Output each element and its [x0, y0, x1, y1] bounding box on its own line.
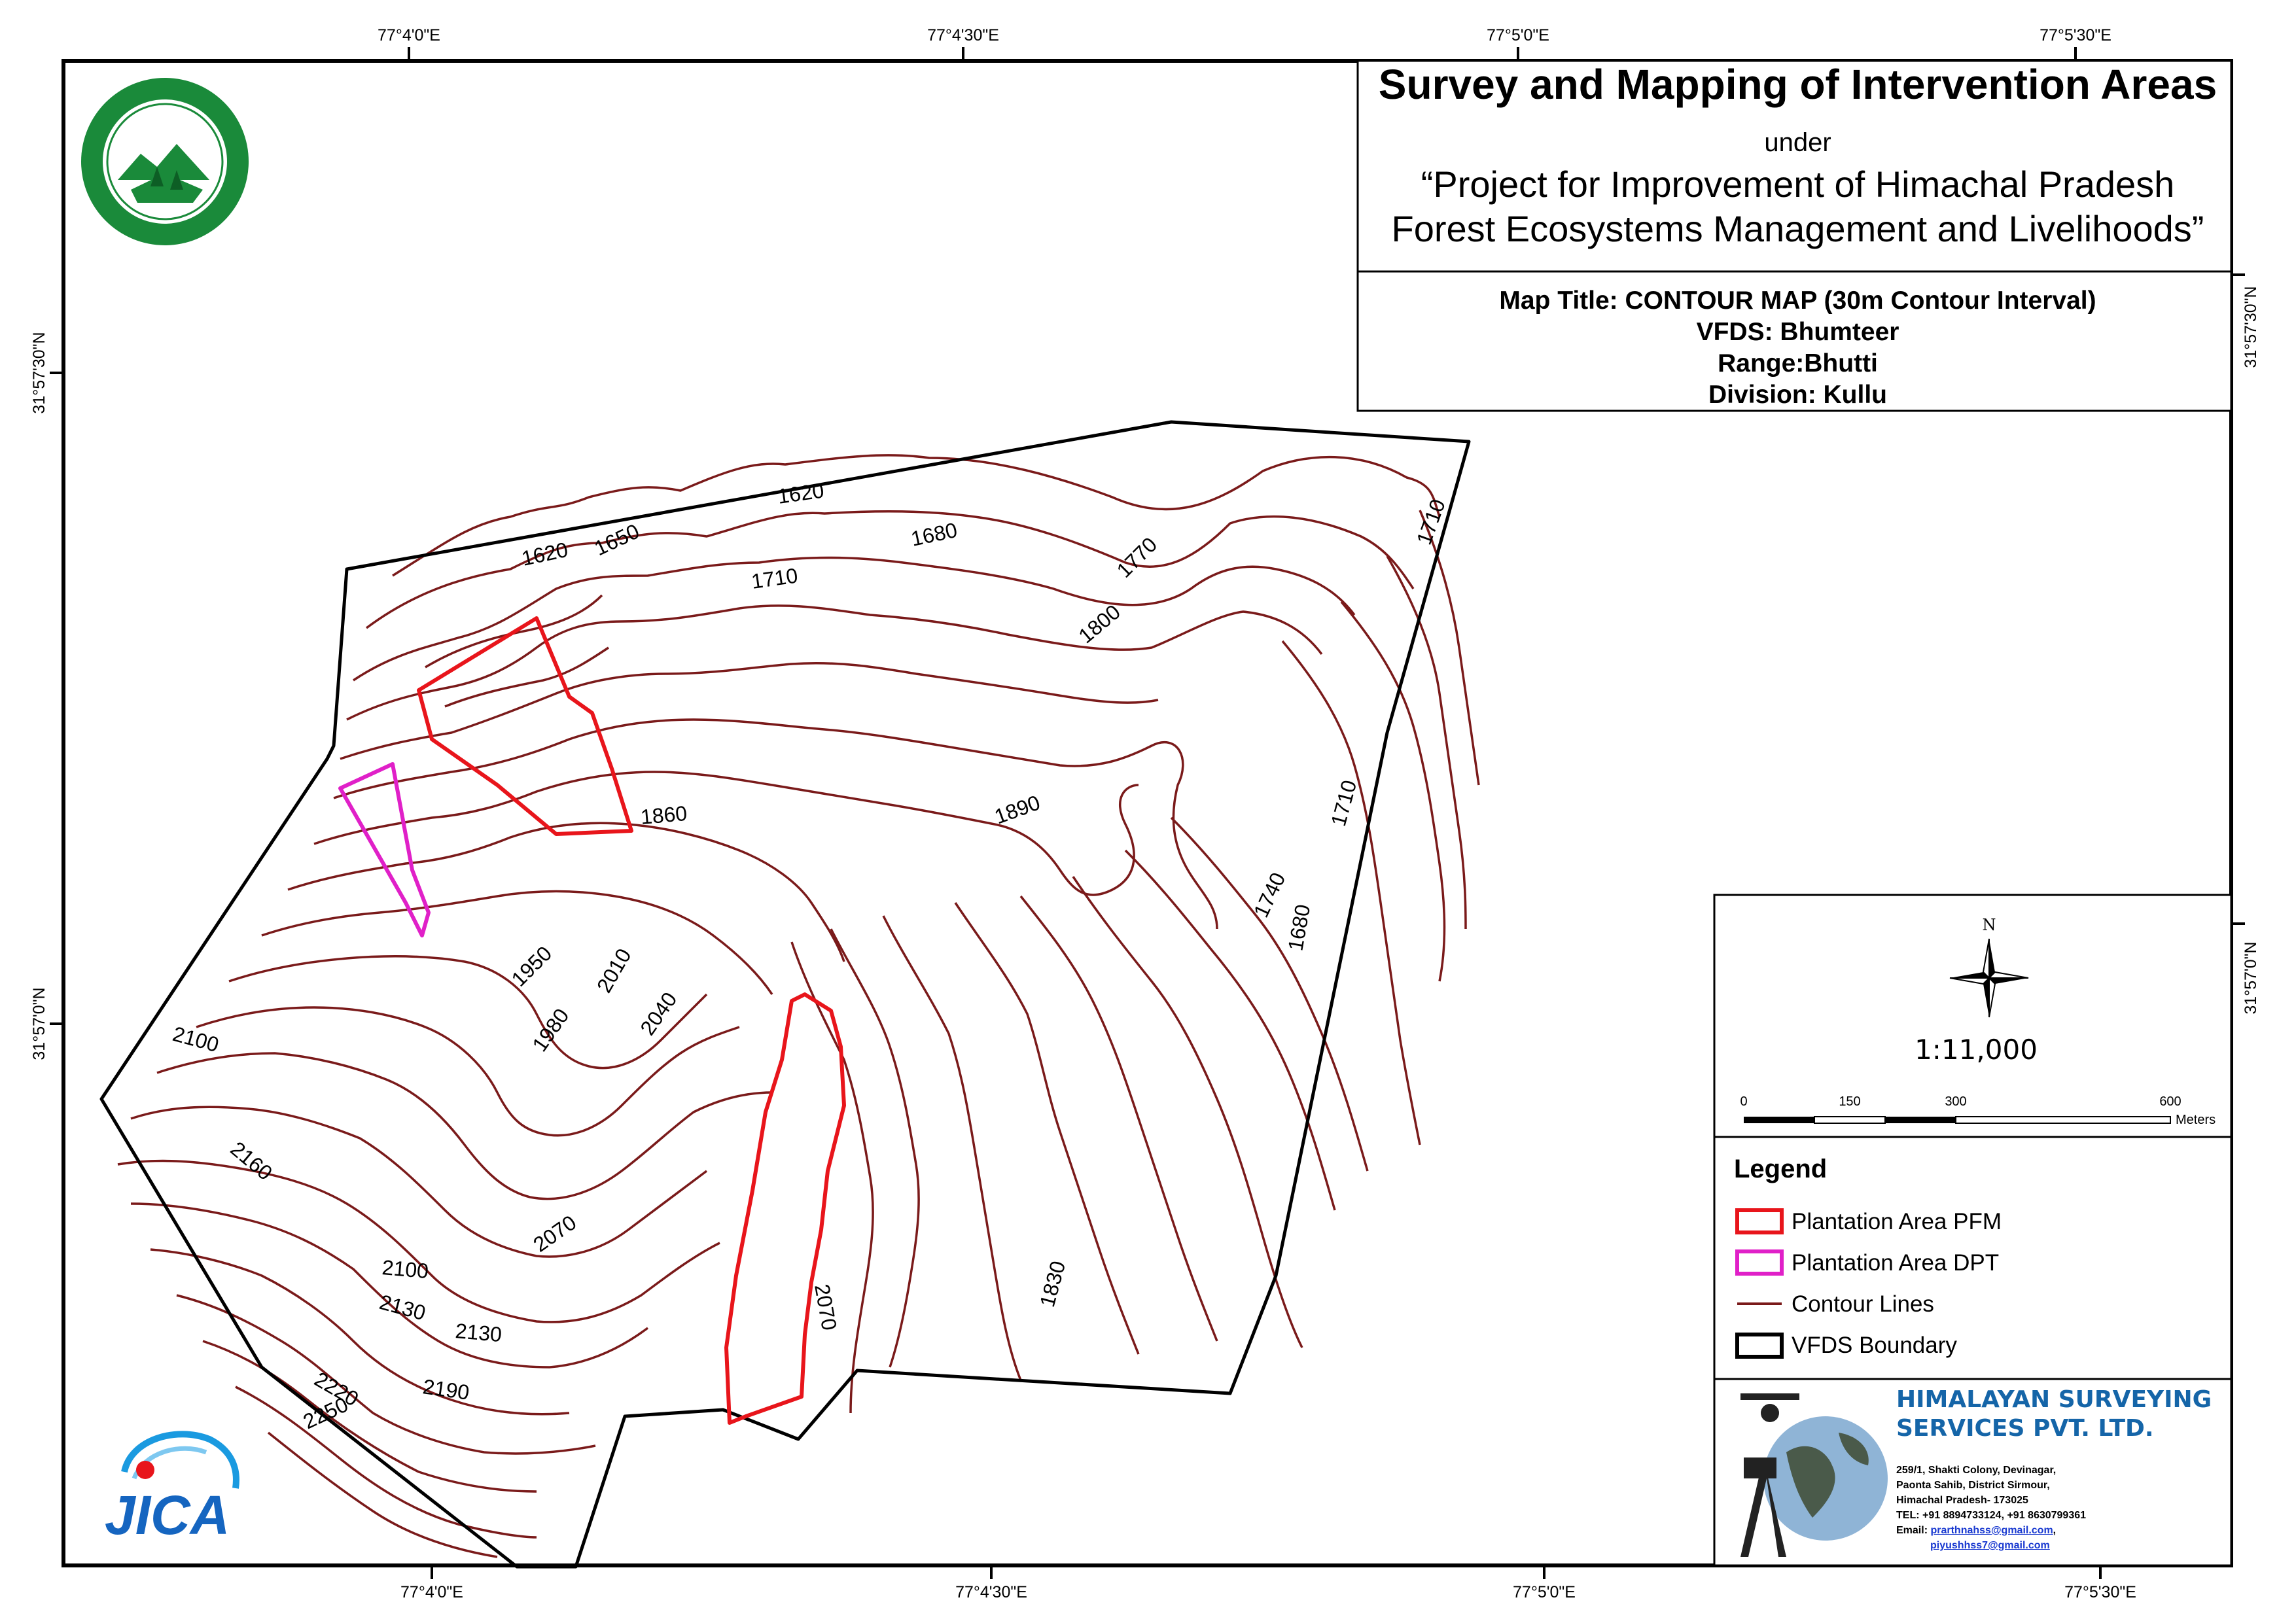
company-tel: TEL: +91 8894733124, +91 8630799361: [1896, 1510, 2087, 1521]
project-line-2: Forest Ecosystems Management and Livelih…: [1391, 208, 2204, 249]
plantation-pfm-south: [724, 992, 846, 1425]
scale-tick-300: 300: [1945, 1094, 1966, 1109]
legend-label-contour: Contour Lines: [1792, 1291, 1934, 1317]
jica-logo: JICA: [105, 1431, 239, 1546]
contour-label: 1890: [991, 790, 1043, 828]
graticule-bottom-2: 77°4'30"E: [955, 1583, 1027, 1601]
contour-label: 2100: [170, 1022, 221, 1056]
graticule-ticks: [50, 47, 2245, 1579]
contour-label: 1680: [1283, 903, 1315, 952]
scale-tick-600: 600: [2159, 1094, 2181, 1109]
contour-label: 2130: [377, 1290, 428, 1325]
scale-bar: [1744, 1116, 2171, 1124]
title-under: under: [1764, 128, 1831, 157]
contour-label: 2070: [529, 1210, 580, 1256]
contour-label: 2190: [421, 1374, 471, 1405]
jica-text: JICA: [105, 1484, 230, 1546]
north-arrow-icon: [1949, 938, 2029, 1018]
legend-swatch-pfm: [1735, 1208, 1784, 1234]
plantation-dpt: [338, 762, 431, 937]
contour-label: 2130: [454, 1319, 503, 1346]
company-email-2: piyushhss7@gmail.com: [1896, 1538, 2086, 1553]
scale-tick-150: 150: [1839, 1094, 1860, 1109]
company-address: 259/1, Shakti Colony, Devinagar, Paonta …: [1896, 1463, 2086, 1553]
project-line-1: “Project for Improvement of Himachal Pra…: [1421, 164, 2175, 205]
hp-forest-logo: [81, 78, 249, 245]
legend-label-boundary: VFDS Boundary: [1792, 1333, 1957, 1358]
company-name: HIMALAYAN SURVEYING SERVICES PVT. LTD.: [1896, 1386, 2212, 1443]
scale-unit: Meters: [2176, 1113, 2216, 1127]
email-link-2[interactable]: piyushhss7@gmail.com: [1930, 1540, 2050, 1551]
email-label: Email:: [1896, 1525, 1931, 1536]
contour-label: 2040: [635, 988, 681, 1039]
company-name-line-1: HIMALAYAN SURVEYING: [1896, 1386, 2212, 1413]
contour-label: 2100: [381, 1255, 429, 1283]
contour-label: 2160: [226, 1137, 277, 1185]
legend-label-pfm: Plantation Area PFM: [1792, 1209, 2002, 1234]
vfds-boundary: [99, 420, 1471, 1569]
contour-label: 1710: [1412, 496, 1450, 548]
contour-label: 1740: [1249, 869, 1290, 921]
contour-lines: [117, 454, 1480, 1558]
graticule-bottom-3: 77°5'0"E: [1513, 1583, 1576, 1601]
survey-logo-icon: [1740, 1393, 1888, 1557]
contour-label: 1800: [1074, 600, 1125, 648]
contour-label: 2070: [810, 1282, 841, 1332]
vfds-name: VFDS: Bhumteer: [1696, 318, 1899, 346]
legend-swatch-dpt: [1735, 1249, 1784, 1276]
graticule-right-2: 31°57'0"N: [2242, 941, 2260, 1014]
address-line-2: Paonta Sahib, District Sirmour,: [1896, 1480, 2050, 1491]
map-frame: [62, 59, 2233, 1567]
contour-label: 1620: [520, 538, 570, 570]
contour-label: 1710: [750, 563, 800, 593]
graticule-left-2: 31°57'0"N: [30, 987, 48, 1060]
contour-label: 1680: [909, 518, 959, 551]
legend-panel: [1713, 1136, 2233, 1380]
legend-label-dpt: Plantation Area DPT: [1792, 1250, 2000, 1276]
graticule-bottom-4: 77°5'30"E: [2064, 1583, 2136, 1601]
contour-label: 1950: [506, 941, 556, 991]
info-panel: [1356, 270, 2233, 412]
plantation-pfm-north: [417, 616, 633, 836]
graticule-top-4: 77°5'30"E: [2040, 26, 2111, 44]
legend-swatch-boundary: [1735, 1333, 1784, 1359]
graticule-top-2: 77°4'30"E: [927, 26, 999, 44]
scale-panel: [1713, 894, 2233, 1138]
address-line-3: Himachal Pradesh- 173025: [1896, 1495, 2028, 1506]
contour-label: 1620: [776, 478, 826, 508]
north-label: N: [1983, 916, 1996, 934]
scale-tick-0: 0: [1740, 1094, 1747, 1109]
company-name-line-2: SERVICES PVT. LTD.: [1896, 1415, 2154, 1442]
title-panel: [1356, 60, 2233, 273]
project-title: “Project for Improvement of Himachal Pra…: [1358, 162, 2238, 251]
legend-title: Legend: [1734, 1155, 1828, 1183]
contour-label: 1770: [1112, 532, 1161, 582]
email-link-1[interactable]: prarthnahss@gmail.com: [1930, 1525, 2053, 1536]
contour-label: 1710: [1326, 778, 1361, 829]
page-title: Survey and Mapping of Intervention Areas: [1378, 61, 2217, 108]
graticule-left-1: 31°57'30"N: [30, 332, 48, 413]
contour-label: 2010: [592, 945, 636, 997]
graticule-right-1: 31°57'30"N: [2242, 286, 2260, 368]
graticule-top-3: 77°5'0"E: [1487, 26, 1549, 44]
scale-ratio: 1:11,000: [1915, 1034, 2038, 1066]
range-name: Range:Bhutti: [1718, 349, 1878, 377]
graticule-top-1: 77°4'0"E: [378, 26, 440, 44]
division-name: Division: Kullu: [1708, 381, 1887, 409]
map-title: Map Title: CONTOUR MAP (30m Contour Inte…: [1499, 287, 2096, 315]
contour-label: 1830: [1035, 1259, 1070, 1310]
graticule-bottom-1: 77°4'0"E: [400, 1583, 463, 1601]
contour-label: 1860: [639, 801, 688, 829]
address-line-1: 259/1, Shakti Colony, Devinagar,: [1896, 1465, 2057, 1476]
company-email: Email: prarthnahss@gmail.com,: [1896, 1525, 2057, 1536]
